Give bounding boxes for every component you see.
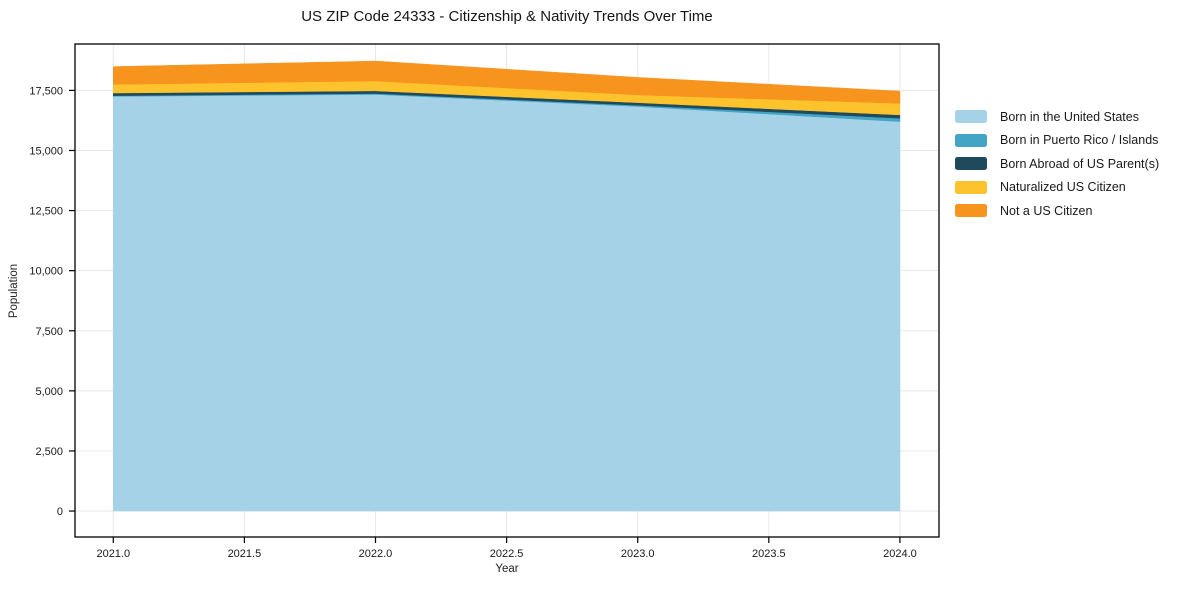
legend-item-born-abroad-of-us-parent-s: Born Abroad of US Parent(s) [955,155,1159,173]
legend-swatch-icon [955,204,987,218]
x-tick-label: 2023.0 [621,548,655,560]
y-tick-label: 15,000 [29,145,63,157]
legend-item-born-in-puerto-rico-islands: Born in Puerto Rico / Islands [955,132,1159,150]
x-tick-label: 2021.0 [96,548,130,560]
x-tick-label: 2024.0 [883,548,917,560]
legend-item-not-a-us-citizen: Not a US Citizen [955,202,1159,220]
y-tick-label: 5,000 [35,386,63,398]
x-axis-title: Year [495,563,519,575]
x-tick-label: 2022.0 [359,548,393,560]
legend-label: Not a US Citizen [1000,203,1093,218]
x-tick-label: 2021.5 [228,548,262,560]
chart-title: US ZIP Code 24333 - Citizenship & Nativi… [301,8,713,25]
y-tick-label: 17,500 [29,85,63,97]
legend-item-born-in-the-united-states: Born in the United States [955,108,1159,126]
y-tick-label: 7,500 [35,326,63,338]
legend: Born in the United States Born in Puerto … [955,108,1159,220]
legend-label: Born in Puerto Rico / Islands [1000,133,1159,148]
y-axis-title: Population [8,263,20,319]
x-tick-label: 2022.5 [490,548,524,560]
legend-swatch-icon [955,133,987,147]
x-tick-label: 2023.5 [752,548,786,560]
y-tick-label: 0 [57,506,63,518]
legend-label: Born in the United States [1000,109,1139,124]
y-tick-label: 12,500 [29,206,63,218]
legend-swatch-icon [955,157,987,171]
area-not-a-us-citizen [113,60,901,104]
y-tick-label: 2,500 [35,446,63,458]
area-born-in-the-united-states [113,94,901,512]
legend-item-naturalized-us-citizen: Naturalized US Citizen [955,179,1159,197]
y-tick-label: 10,000 [29,266,63,278]
legend-label: Born Abroad of US Parent(s) [1000,156,1160,171]
legend-swatch-icon [955,110,987,124]
legend-swatch-icon [955,180,987,194]
legend-label: Naturalized US Citizen [1000,180,1126,195]
